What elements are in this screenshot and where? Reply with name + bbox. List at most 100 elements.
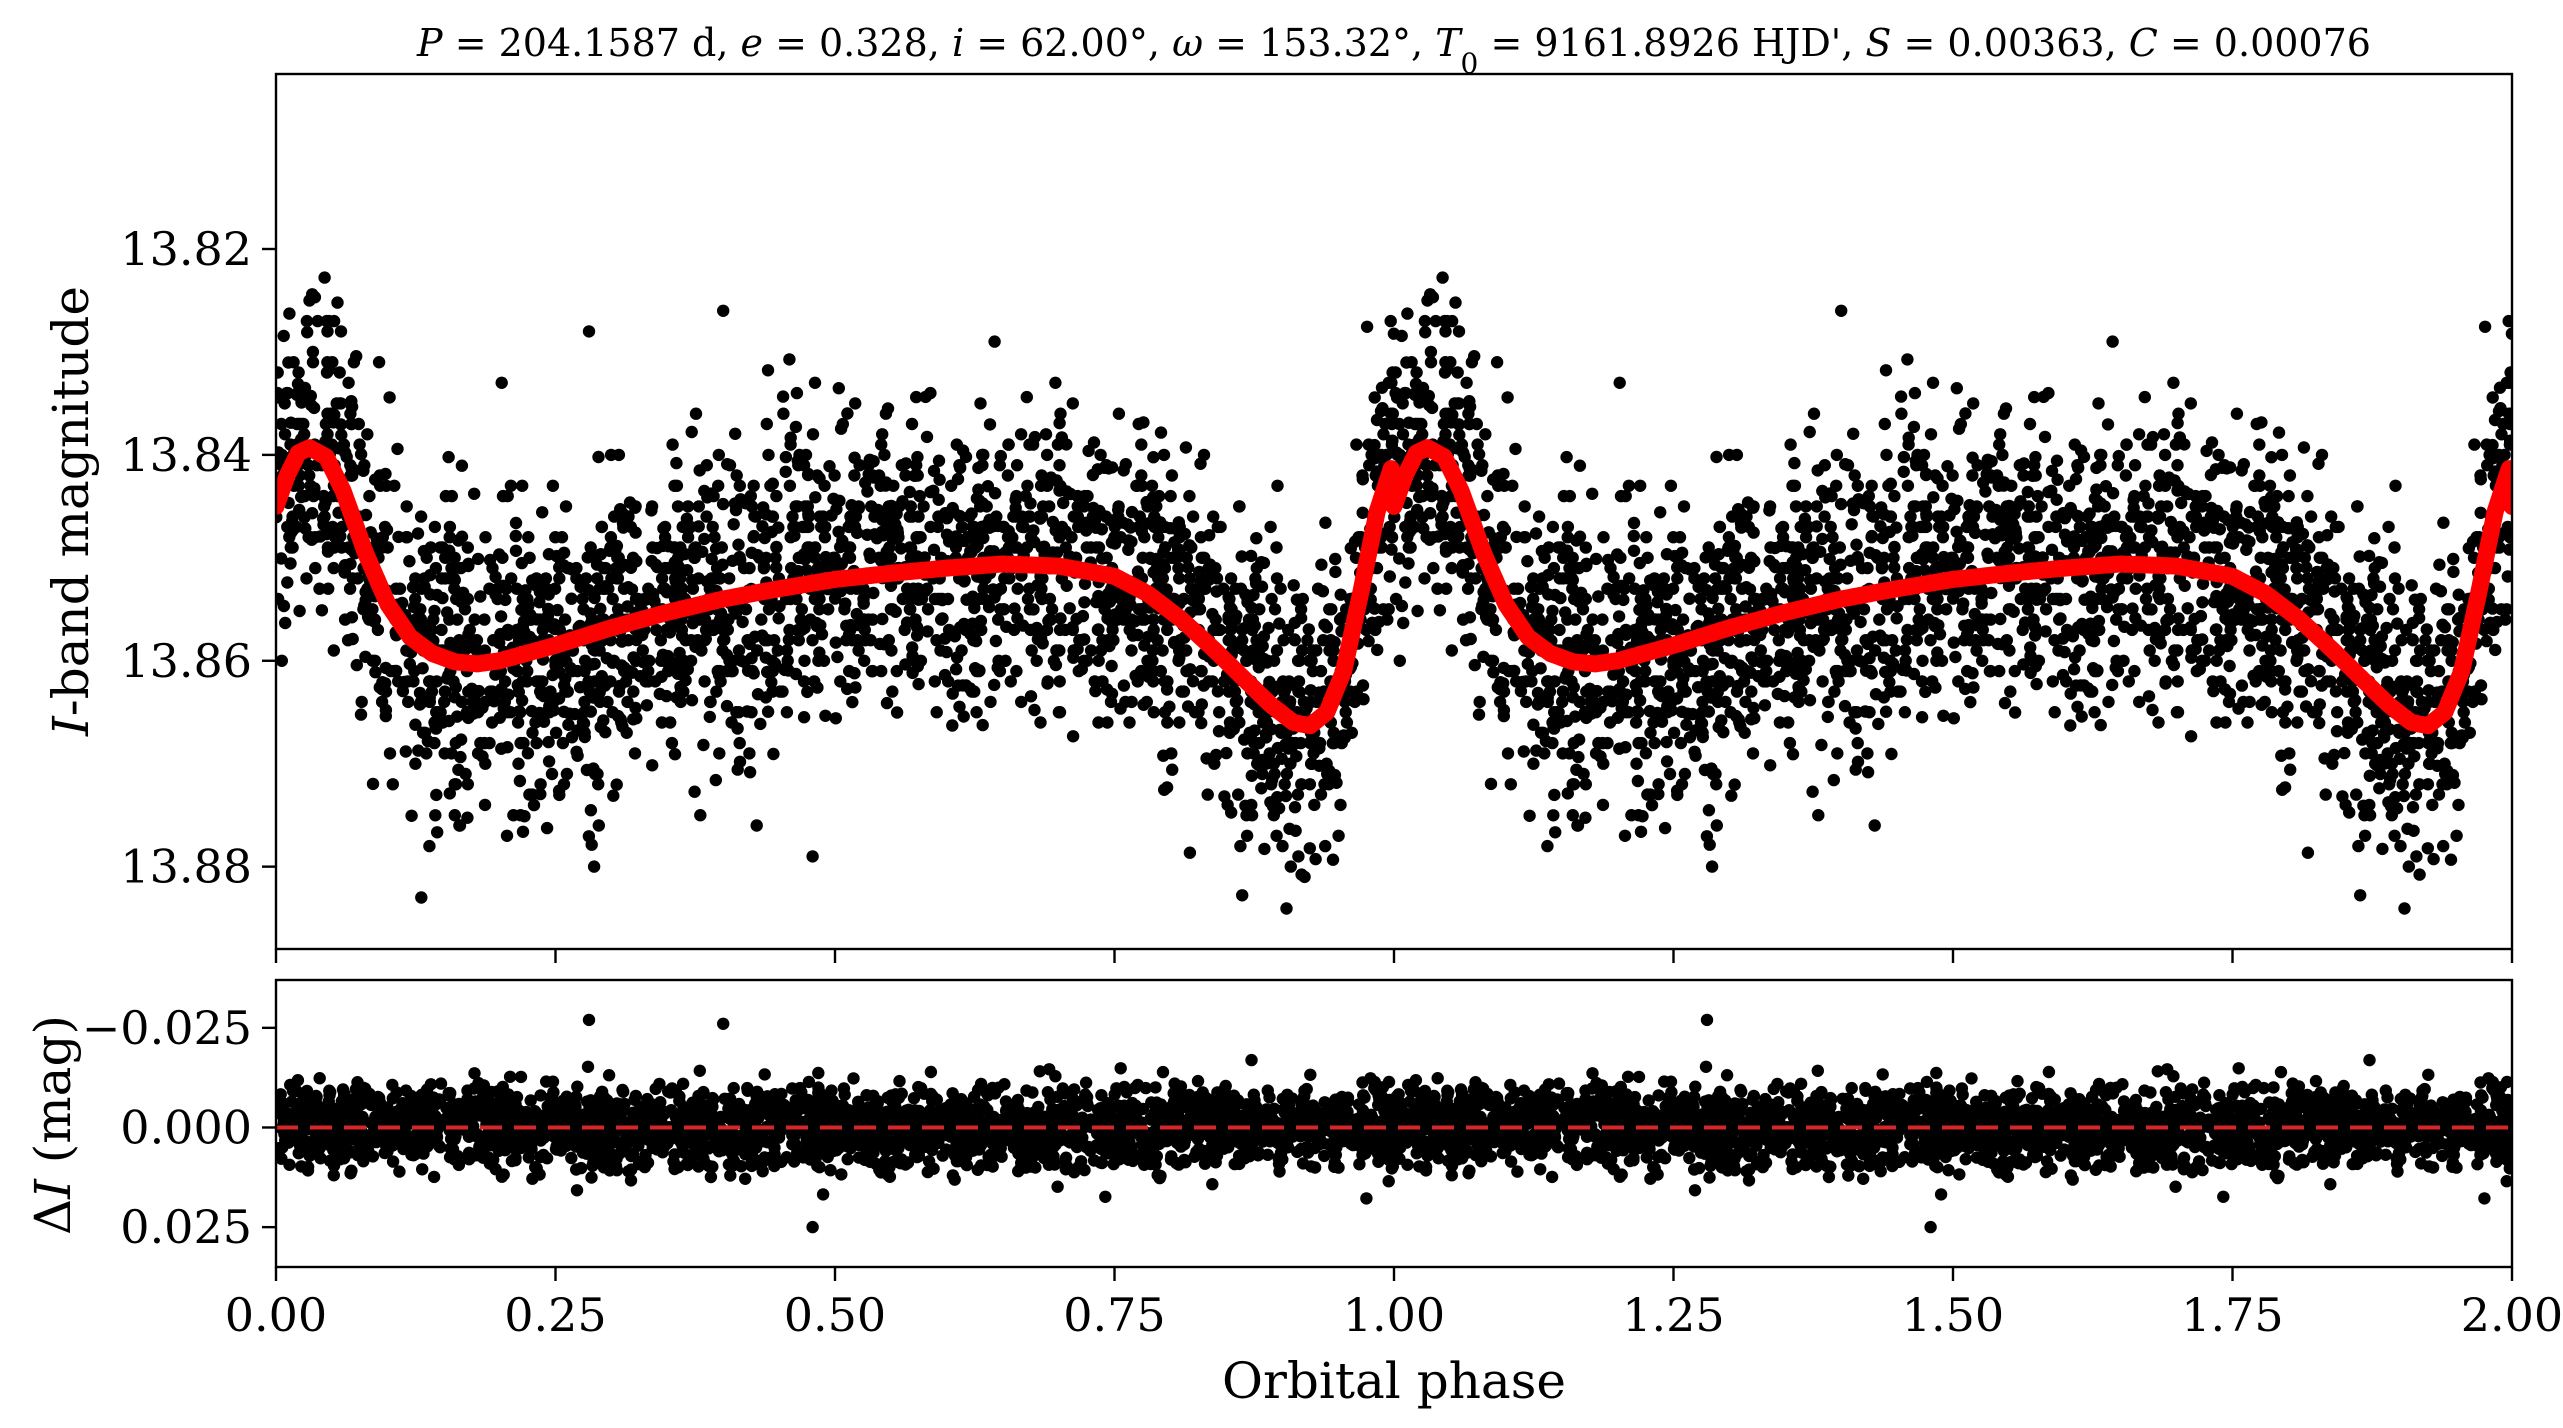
observed-point [2082,628,2094,640]
observed-point [1135,438,1147,450]
observed-point [1586,488,1598,500]
observed-point [962,531,974,543]
observed-point [2092,500,2104,512]
observed-point [1851,644,1863,656]
observed-point [1931,646,1943,658]
observed-point [1232,788,1244,800]
observed-point [988,335,1000,347]
observed-point [730,504,742,516]
observed-point [601,652,613,664]
observed-point [1852,737,1864,749]
observed-point [2183,531,2195,543]
observed-point [350,350,362,362]
observed-point [928,544,940,556]
observed-point [510,517,522,529]
observed-point [2284,764,2296,776]
observed-point [2094,459,2106,471]
observed-point [387,778,399,790]
observed-point [1233,716,1245,728]
observed-point [2200,445,2212,457]
observed-point [2291,652,2303,664]
observed-point [1644,727,1656,739]
observed-point [2163,613,2175,625]
observed-point [279,397,291,409]
observed-point [2231,408,2243,420]
observed-point [293,605,305,617]
observed-point [551,661,563,673]
observed-point [1872,718,1884,730]
observed-point [2152,512,2164,524]
observed-point [1565,675,1577,687]
observed-point [2030,531,2042,543]
observed-point [2279,716,2291,728]
observed-point [2339,799,2351,811]
observed-point [1312,583,1324,595]
observed-point [2248,480,2260,492]
observed-point [725,716,737,728]
observed-point [1485,778,1497,790]
observed-point [815,521,827,533]
observed-point [499,675,511,687]
observed-point [1843,716,1855,728]
observed-point [2359,747,2371,759]
observed-point [1436,271,1448,283]
observed-point [1193,593,1205,605]
observed-point [1195,665,1207,677]
observed-point [1357,507,1369,519]
observed-point [2399,768,2411,780]
observed-point [1984,665,1996,677]
observed-point [1634,694,1646,706]
observed-point [2145,438,2157,450]
observed-point [2441,603,2453,615]
observed-point [316,604,328,616]
observed-point [1533,510,1545,522]
observed-point [2211,505,2223,517]
observed-point [541,822,553,834]
observed-point [809,491,821,503]
observed-point [1173,716,1185,728]
observed-point [1319,840,1331,852]
observed-point [1999,697,2011,709]
observed-point [1530,744,1542,756]
observed-point [1241,747,1253,759]
observed-point [2046,465,2058,477]
observed-point [835,423,847,435]
observed-point [379,468,391,480]
observed-point [2146,704,2158,716]
observed-point [1804,426,1816,438]
observed-point [899,469,911,481]
observed-point [1166,764,1178,776]
observed-point [1930,562,1942,574]
observed-point [1903,432,1915,444]
observed-point [2081,510,2093,522]
observed-point [1706,644,1718,656]
observed-point [1535,696,1547,708]
observed-point [1130,480,1142,492]
observed-point [1832,675,1844,687]
observed-point [1656,716,1668,728]
observed-point [1790,500,1802,512]
observed-point [1548,789,1560,801]
observed-point [469,613,481,625]
observed-point [1902,480,1914,492]
observed-point [1502,747,1514,759]
observed-point [921,431,933,443]
observed-point [2422,842,2434,854]
observed-point [1173,652,1185,664]
observed-point [1297,593,1309,605]
observed-point [1703,804,1715,816]
observed-point [2447,553,2459,565]
observed-point [1559,606,1571,618]
observed-point [645,504,657,516]
observed-point [1271,480,1283,492]
observed-point [2168,659,2180,671]
observed-point [1602,554,1614,566]
observed-point [1526,601,1538,613]
observed-point [1712,603,1724,615]
observed-point [2210,463,2222,475]
observed-point [2410,850,2422,862]
observed-point [687,617,699,629]
observed-point [335,325,347,337]
observed-point [801,686,813,698]
observed-point [1221,799,1233,811]
